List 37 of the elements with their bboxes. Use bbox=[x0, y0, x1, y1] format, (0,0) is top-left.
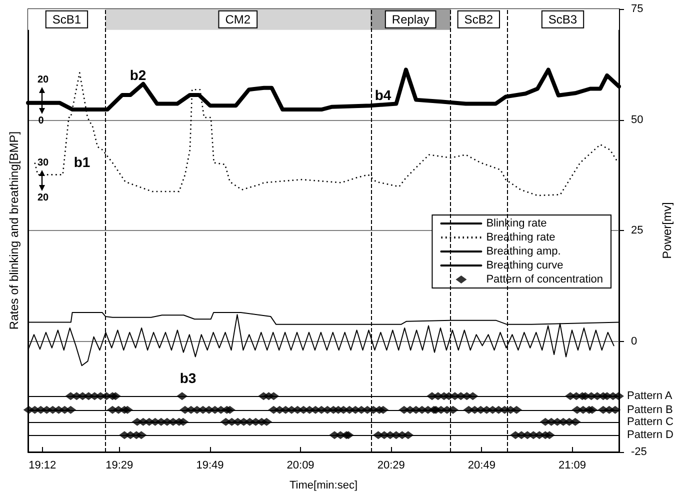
ref-line-label: Pattern D bbox=[627, 429, 674, 442]
y2-tick-label: 75 bbox=[631, 3, 644, 15]
annotation: b3 bbox=[180, 370, 196, 386]
annotation: 20 bbox=[37, 74, 49, 86]
x-tick-label: 19:49 bbox=[196, 460, 224, 472]
band-label: ScB2 bbox=[464, 12, 494, 26]
band-label: Replay bbox=[392, 12, 430, 26]
annotation: b2 bbox=[130, 67, 146, 83]
band-label: CM2 bbox=[225, 12, 251, 26]
x-tick-label: 20:09 bbox=[286, 460, 314, 472]
ref-line-label: Pattern C bbox=[627, 416, 674, 428]
y2-tick-label: 50 bbox=[631, 114, 644, 126]
legend-label: Breathing curve bbox=[486, 260, 564, 272]
annotation: 30 bbox=[37, 158, 49, 168]
y2-tick-label: 25 bbox=[631, 224, 644, 236]
legend-label: Breathing amp. bbox=[486, 246, 561, 258]
legend-label: Blinking rate bbox=[486, 218, 547, 230]
x-tick-label: 19:29 bbox=[106, 460, 134, 472]
annotation: 0 bbox=[38, 116, 44, 126]
x-tick-label: 20:29 bbox=[377, 460, 405, 472]
y-axis-title: Rates of blinking and breathing[BMP] bbox=[7, 131, 21, 330]
y2-tick-label: -25 bbox=[631, 446, 647, 458]
legend-label: Breathing rate bbox=[486, 232, 556, 244]
legend-label: Pattern of concentration bbox=[486, 274, 603, 286]
band-label: ScB3 bbox=[548, 12, 578, 26]
ref-line-label: Pattern B bbox=[627, 404, 673, 416]
x-tick-label: 19:12 bbox=[28, 460, 56, 472]
x-tick-label: 20:49 bbox=[468, 460, 496, 472]
annotation: b1 bbox=[74, 154, 90, 170]
band-label: ScB1 bbox=[52, 12, 82, 26]
annotation: b4 bbox=[374, 87, 392, 103]
annotation: 20 bbox=[37, 192, 49, 204]
y2-tick-label: 0 bbox=[631, 335, 638, 348]
x-tick-label: 21:09 bbox=[558, 460, 586, 472]
y2-axis-title: Power[mv] bbox=[660, 202, 674, 259]
x-axis-title: Time[min:sec] bbox=[289, 480, 358, 492]
ref-line-label: Pattern A bbox=[627, 390, 673, 402]
